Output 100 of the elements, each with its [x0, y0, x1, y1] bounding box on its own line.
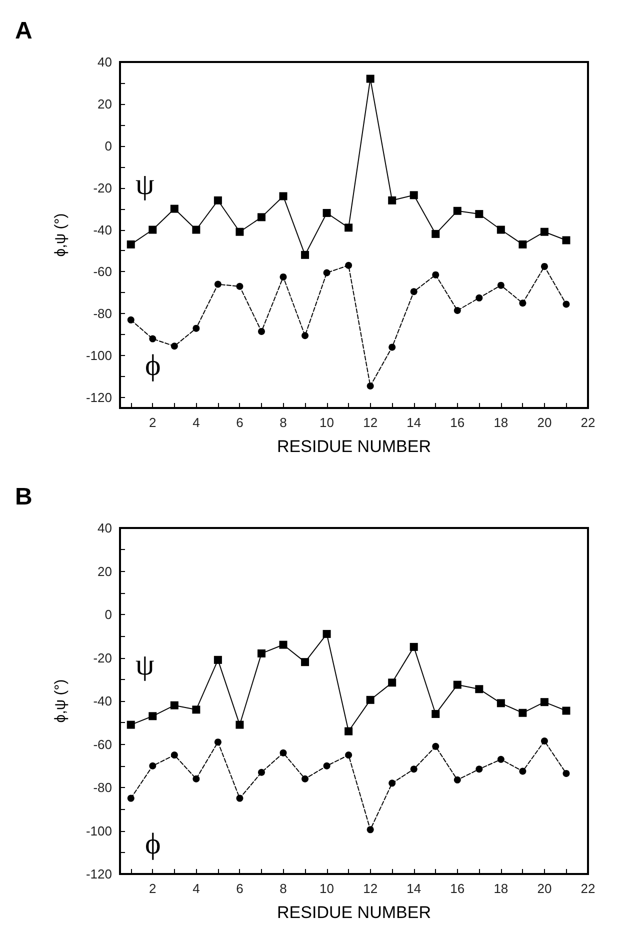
point: [301, 250, 310, 259]
series-label: ϕ: [144, 348, 161, 382]
point: [388, 780, 396, 787]
point: [475, 210, 484, 218]
point: [323, 269, 330, 276]
x-tick-label: 8: [280, 881, 287, 896]
point: [476, 294, 483, 302]
x-tick-label: 6: [236, 881, 244, 896]
x-axis-title: RESIDUE NUMBER: [277, 903, 431, 922]
x-tick-label: 4: [192, 415, 200, 430]
point: [540, 698, 548, 706]
point: [366, 74, 374, 83]
point: [214, 738, 222, 746]
point: [148, 226, 157, 234]
point: [236, 794, 244, 802]
y-tick-label: 40: [98, 520, 112, 536]
y-tick-label: -100: [86, 348, 112, 364]
y-axis-title: ϕ,ψ (°): [52, 679, 69, 723]
point: [540, 262, 548, 270]
point: [388, 344, 396, 351]
point: [366, 696, 374, 704]
point: [519, 300, 526, 307]
x-tick-label: 14: [406, 881, 422, 896]
point: [214, 280, 222, 288]
point: [302, 775, 309, 782]
point: [432, 742, 440, 750]
x-tick-label: 2: [149, 415, 156, 430]
point: [279, 640, 288, 649]
x-tick-label: 4: [192, 881, 200, 896]
x-tick-label: 16: [450, 881, 465, 896]
y-tick-label: 40: [98, 54, 112, 70]
y-tick-label: 0: [104, 607, 112, 622]
series-label: ϕ: [144, 827, 161, 860]
point: [540, 228, 548, 236]
x-tick-label: 16: [450, 415, 465, 430]
point: [453, 680, 462, 689]
x-tick-label: 20: [537, 881, 552, 896]
point: [432, 710, 440, 718]
point: [518, 708, 527, 717]
point: [344, 224, 353, 232]
point: [192, 775, 200, 782]
point: [345, 262, 352, 269]
point: [410, 766, 418, 773]
y-tick-label: -40: [93, 694, 112, 708]
point: [432, 271, 440, 278]
y-tick-label: 20: [98, 564, 112, 579]
x-tick-label: 12: [363, 881, 378, 896]
point: [562, 300, 570, 308]
point: [410, 191, 418, 200]
y-tick-label: -60: [93, 264, 112, 280]
x-tick-label: 18: [494, 415, 508, 430]
point: [127, 794, 134, 802]
y-tick-label: -20: [93, 180, 112, 196]
point: [192, 324, 200, 332]
point: [518, 240, 527, 248]
point: [562, 770, 570, 777]
point: [366, 382, 374, 390]
point: [126, 240, 135, 248]
point: [302, 332, 309, 340]
point: [257, 649, 266, 658]
x-tick-label: 6: [236, 415, 244, 430]
point: [149, 335, 156, 342]
point: [279, 192, 288, 200]
series-label: ψ: [135, 648, 154, 682]
point: [388, 196, 396, 204]
y-tick-label: -40: [93, 222, 112, 238]
point: [126, 720, 135, 729]
point: [170, 752, 178, 759]
point: [257, 213, 266, 222]
y-tick-label: -60: [93, 736, 112, 752]
point: [454, 776, 461, 784]
point: [454, 306, 461, 314]
point: [323, 762, 330, 770]
point: [497, 282, 504, 289]
y-tick-label: -120: [86, 866, 112, 882]
x-tick-label: 10: [320, 881, 334, 896]
point: [476, 766, 483, 773]
y-axis-title: ϕ,ψ (°): [52, 213, 69, 257]
point: [432, 230, 440, 238]
point: [322, 630, 331, 638]
point: [192, 226, 200, 234]
point: [562, 706, 570, 715]
point: [214, 196, 222, 204]
point: [236, 720, 244, 729]
y-tick-label: 0: [104, 138, 112, 154]
x-tick-label: 8: [280, 415, 287, 430]
point: [388, 678, 396, 687]
point: [366, 826, 374, 834]
x-tick-label: 10: [320, 415, 334, 430]
point: [410, 288, 418, 296]
y-tick-label: -20: [93, 650, 112, 666]
x-tick-label: 18: [494, 881, 508, 896]
point: [214, 656, 222, 664]
point: [519, 768, 526, 775]
series-label: ψ: [135, 168, 154, 201]
point: [170, 204, 178, 213]
point: [258, 328, 265, 335]
x-tick-label: 22: [580, 415, 596, 430]
y-tick-label: 20: [98, 96, 112, 112]
point: [280, 273, 287, 280]
